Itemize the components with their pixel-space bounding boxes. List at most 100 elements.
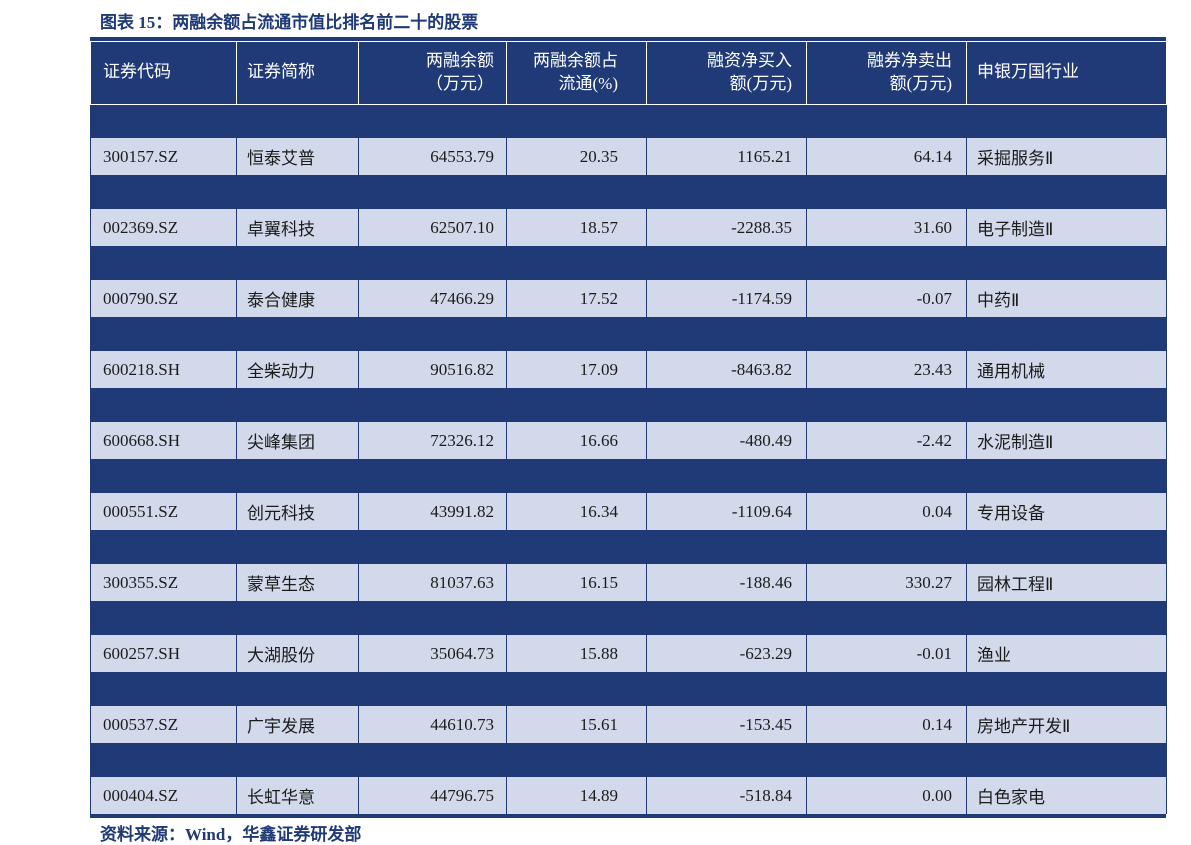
cell: 采掘服务Ⅱ: [967, 138, 1167, 175]
col-header-balance: 两融余额（万元）: [359, 42, 507, 105]
spacer-cell: [967, 743, 1167, 777]
spacer-cell: [237, 388, 359, 422]
spacer-cell: [507, 601, 647, 635]
cell: 专用设备: [967, 493, 1167, 530]
cell: 72326.12: [359, 422, 507, 459]
spacer-cell: [967, 530, 1167, 564]
cell: -0.07: [807, 280, 967, 317]
cell: 43991.82: [359, 493, 507, 530]
spacer-cell: [507, 104, 647, 138]
spacer-cell: [967, 601, 1167, 635]
cell: 300355.SZ: [91, 564, 237, 601]
cell: -480.49: [647, 422, 807, 459]
table-row: 000790.SZ泰合健康47466.2917.52-1174.59-0.07中…: [91, 280, 1167, 317]
spacer-cell: [967, 459, 1167, 493]
cell: 17.52: [507, 280, 647, 317]
cell: -0.01: [807, 635, 967, 672]
spacer-cell: [807, 388, 967, 422]
table-row: 002369.SZ卓翼科技62507.1018.57-2288.3531.60电…: [91, 209, 1167, 246]
spacer-cell: [807, 317, 967, 351]
table-row: 300355.SZ蒙草生态81037.6316.15-188.46330.27园…: [91, 564, 1167, 601]
spacer-cell: [647, 459, 807, 493]
spacer-cell: [359, 388, 507, 422]
cell: 31.60: [807, 209, 967, 246]
cell: 300157.SZ: [91, 138, 237, 175]
spacer-cell: [807, 743, 967, 777]
cell: 330.27: [807, 564, 967, 601]
table-row: 000537.SZ广宇发展44610.7315.61-153.450.14房地产…: [91, 706, 1167, 743]
spacer-cell: [507, 530, 647, 564]
cell: 44610.73: [359, 706, 507, 743]
spacer-cell: [647, 246, 807, 280]
spacer-cell: [647, 530, 807, 564]
spacer-cell: [359, 459, 507, 493]
spacer-cell: [359, 175, 507, 209]
spacer-cell: [807, 246, 967, 280]
cell: -518.84: [647, 777, 807, 814]
spacer-cell: [507, 672, 647, 706]
cell: -8463.82: [647, 351, 807, 388]
cell: 创元科技: [237, 493, 359, 530]
table-body: 300157.SZ恒泰艾普64553.7920.351165.2164.14采掘…: [91, 104, 1167, 814]
spacer-cell: [647, 601, 807, 635]
spacer-cell: [359, 672, 507, 706]
table-figure: 图表 15：两融余额占流通市值比排名前二十的股票 证券代码 证券简称 两融余额（…: [90, 8, 1166, 845]
cell: 0.04: [807, 493, 967, 530]
cell: 000537.SZ: [91, 706, 237, 743]
cell: 恒泰艾普: [237, 138, 359, 175]
cell: 广宇发展: [237, 706, 359, 743]
col-header-code: 证券代码: [91, 42, 237, 105]
spacer-cell: [967, 104, 1167, 138]
cell: 000551.SZ: [91, 493, 237, 530]
cell: 20.35: [507, 138, 647, 175]
col-header-ratio: 两融余额占流通(%): [507, 42, 647, 105]
col-header-netbuy: 融资净买入额(万元): [647, 42, 807, 105]
cell: 长虹华意: [237, 777, 359, 814]
spacer-cell: [647, 672, 807, 706]
spacer-cell: [967, 246, 1167, 280]
col-header-name: 证券简称: [237, 42, 359, 105]
spacer-cell: [967, 388, 1167, 422]
table-row-spacer: [91, 175, 1167, 209]
spacer-cell: [647, 104, 807, 138]
securities-table: 证券代码 证券简称 两融余额（万元） 两融余额占流通(%) 融资净买入额(万元)…: [90, 41, 1167, 814]
spacer-cell: [807, 601, 967, 635]
cell: 44796.75: [359, 777, 507, 814]
col-header-industry: 申银万国行业: [967, 42, 1167, 105]
spacer-cell: [507, 459, 647, 493]
cell: 600218.SH: [91, 351, 237, 388]
cell: 房地产开发Ⅱ: [967, 706, 1167, 743]
spacer-cell: [967, 317, 1167, 351]
spacer-cell: [91, 672, 237, 706]
spacer-cell: [507, 175, 647, 209]
cell: -188.46: [647, 564, 807, 601]
spacer-cell: [91, 601, 237, 635]
spacer-cell: [237, 601, 359, 635]
cell: 0.14: [807, 706, 967, 743]
cell: 64.14: [807, 138, 967, 175]
cell: -1174.59: [647, 280, 807, 317]
table-row-spacer: [91, 246, 1167, 280]
spacer-cell: [91, 459, 237, 493]
cell: 水泥制造Ⅱ: [967, 422, 1167, 459]
cell: 000790.SZ: [91, 280, 237, 317]
table-row-spacer: [91, 672, 1167, 706]
spacer-cell: [507, 246, 647, 280]
cell: 18.57: [507, 209, 647, 246]
spacer-cell: [647, 317, 807, 351]
cell: 尖峰集团: [237, 422, 359, 459]
spacer-cell: [807, 104, 967, 138]
cell: 000404.SZ: [91, 777, 237, 814]
cell: -153.45: [647, 706, 807, 743]
spacer-cell: [807, 459, 967, 493]
cell: -2.42: [807, 422, 967, 459]
spacer-cell: [237, 743, 359, 777]
spacer-cell: [807, 530, 967, 564]
cell: 90516.82: [359, 351, 507, 388]
table-row-spacer: [91, 104, 1167, 138]
cell: -623.29: [647, 635, 807, 672]
table-row: 000404.SZ长虹华意44796.7514.89-518.840.00白色家…: [91, 777, 1167, 814]
cell: 16.34: [507, 493, 647, 530]
spacer-cell: [359, 530, 507, 564]
cell: 中药Ⅱ: [967, 280, 1167, 317]
